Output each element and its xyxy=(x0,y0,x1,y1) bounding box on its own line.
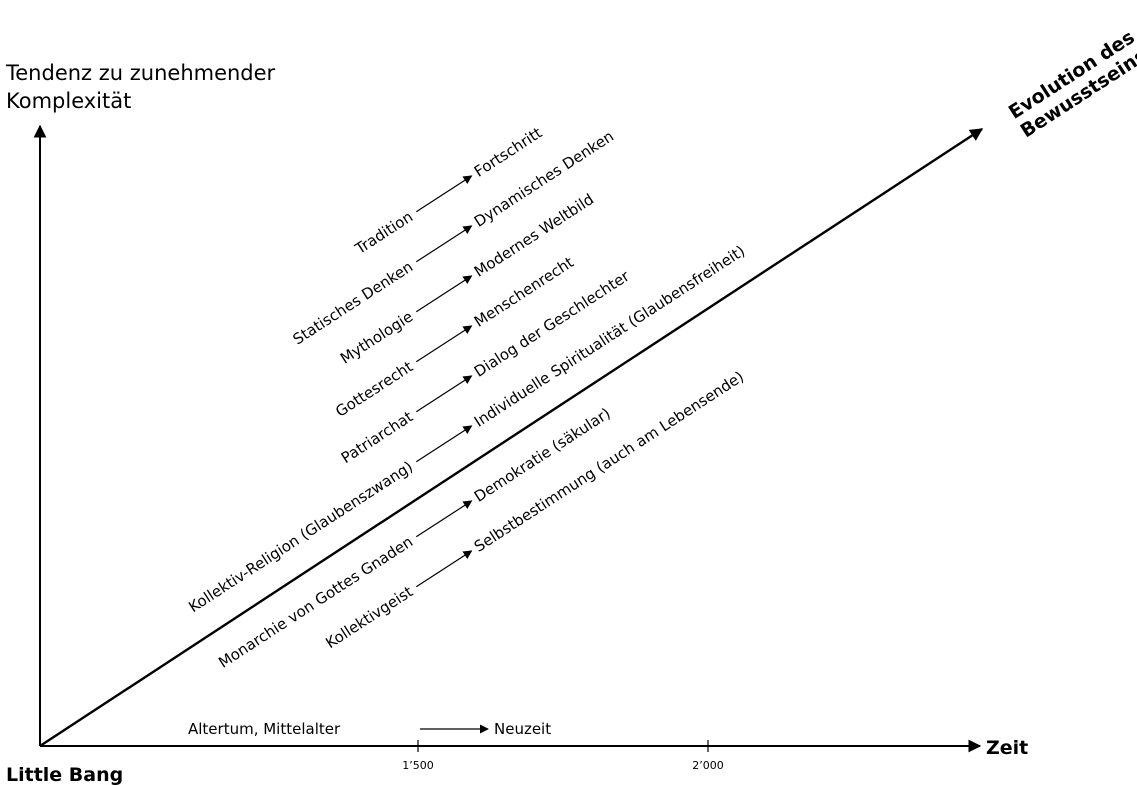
transition-arrow xyxy=(415,375,473,413)
transition-arrow xyxy=(415,425,473,463)
era-from-label: Altertum, Mittelalter xyxy=(188,720,341,738)
transition-arrow xyxy=(415,500,473,538)
transition-from: Tradition xyxy=(351,208,416,259)
tick-label-2000: 2’000 xyxy=(692,759,724,772)
transition-row: Kollektivgeist Selbstbestimmung (auch am… xyxy=(322,368,747,653)
diagonal-evolution-arrow xyxy=(39,127,984,748)
transition-arrow xyxy=(415,225,473,263)
transition-to: Dynamisches Denken xyxy=(471,127,617,231)
y-axis-title-line1: Tendenz zu zunehmender xyxy=(5,61,276,85)
transition-arrow xyxy=(415,175,473,213)
transition-arrow xyxy=(415,325,473,363)
origin-label: Little Bang xyxy=(6,764,123,785)
tick-label-1500: 1’500 xyxy=(402,759,434,772)
transition-to: Fortschritt xyxy=(471,124,545,181)
transition-arrow xyxy=(415,550,473,588)
transition-from: Kollektiv-Religion (Glaubenszwang) xyxy=(185,458,416,617)
era-to-label: Neuzeit xyxy=(494,720,551,738)
y-axis-title-line2: Komplexität xyxy=(6,89,131,113)
transitions: Tradition Fortschritt Statisches Denken … xyxy=(185,124,748,672)
transition-arrow xyxy=(415,275,473,313)
diagonal-title: Evolution des Bewusstseins xyxy=(1005,26,1137,142)
x-axis-title: Zeit xyxy=(986,737,1028,759)
transition-row: Monarchie von Gottes Gnaden Demokratie (… xyxy=(215,404,614,672)
transition-row: Patriarchat Dialog der Geschlechter xyxy=(338,267,633,468)
